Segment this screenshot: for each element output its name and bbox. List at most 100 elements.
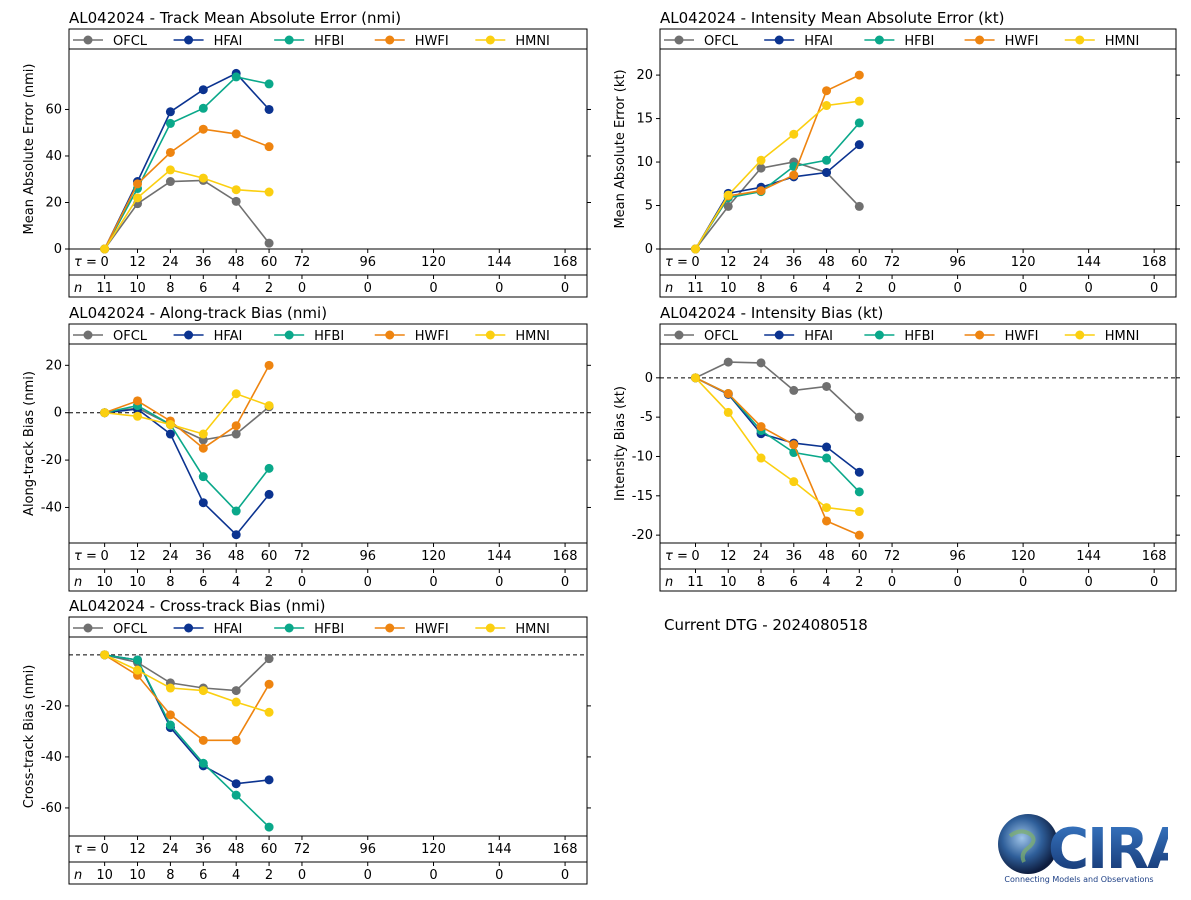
series-line-hwfi (103, 128, 270, 250)
data-point-hfai (165, 429, 175, 439)
legend-swatch-marker (674, 330, 684, 340)
legend-swatch-marker (975, 330, 985, 340)
y-axis-label: Intensity Bias (kt) (613, 386, 628, 501)
sample-count-label: 0 (298, 281, 306, 296)
legend-swatch-marker (385, 35, 395, 45)
legend-label-hwfi: HWFI (415, 622, 449, 637)
sample-count-label: 8 (166, 868, 174, 883)
legend-swatch-marker (184, 623, 194, 633)
x-tick-label: 144 (1076, 549, 1101, 564)
legend-swatch-marker (774, 330, 784, 340)
tau-row-label: τ = (74, 549, 97, 564)
data-point-hmni (198, 429, 208, 439)
series-line-ofcl (695, 361, 860, 418)
sample-count-label: 10 (96, 575, 113, 590)
logo-tagline: Connecting Models and Observations (1004, 875, 1153, 884)
x-tick-label: 72 (294, 255, 311, 270)
data-point-hwfi (822, 516, 832, 526)
data-point-hmni (822, 101, 832, 111)
x-tick-label: 96 (359, 549, 376, 564)
data-point-hwfi (231, 735, 241, 745)
legend-label-hwfi: HWFI (1005, 34, 1039, 49)
chart-title: AL042024 - Cross-track Bias (nmi) (69, 597, 326, 615)
legend-swatch-marker (284, 623, 294, 633)
x-tick-label: 48 (818, 549, 835, 564)
data-point-hfbi (822, 453, 832, 463)
data-point-hmni (133, 193, 143, 203)
panel-frame (68, 28, 588, 298)
series-line-ofcl (104, 654, 270, 692)
sample-count-label: 2 (265, 575, 273, 590)
data-point-hfai (854, 467, 864, 477)
y-tick-label: -60 (41, 801, 62, 816)
data-point-hwfi (198, 443, 208, 453)
legend-label-ofcl: OFCL (704, 329, 739, 344)
legend-swatch-marker (385, 623, 395, 633)
data-point-hfai (231, 530, 241, 540)
legend-swatch-marker (1075, 330, 1085, 340)
sample-count-label: 0 (298, 575, 306, 590)
data-point-hwfi (264, 360, 274, 370)
data-point-hwfi (231, 129, 241, 139)
legend-swatch-marker (674, 35, 684, 45)
series-line-hwfi (104, 654, 270, 742)
legend-swatch-marker (1075, 35, 1085, 45)
sample-count-label: 11 (96, 281, 113, 296)
y-tick-label: -40 (41, 750, 62, 765)
legend-swatch-marker (284, 35, 294, 45)
sample-count-label: 0 (364, 868, 372, 883)
series-line-hfai (104, 654, 270, 785)
data-point-ofcl (789, 385, 799, 395)
y-tick-label: -20 (41, 453, 62, 468)
x-tick-label: 48 (228, 842, 245, 857)
x-tick-label: 36 (195, 255, 212, 270)
sample-count-label: 10 (129, 868, 146, 883)
sample-count-label: 0 (495, 281, 503, 296)
x-tick-label: 60 (261, 255, 278, 270)
legend-swatch-marker (485, 35, 495, 45)
series-line-hwfi (695, 377, 860, 536)
data-point-hfbi (133, 655, 143, 665)
sample-count-label: 0 (495, 868, 503, 883)
legend-label-hfai: HFAI (214, 34, 243, 49)
legend-swatch-marker (874, 330, 884, 340)
y-tick-label: 20 (45, 358, 62, 373)
data-point-hfbi (264, 822, 274, 832)
x-tick-label: 36 (786, 255, 803, 270)
data-point-hmni (264, 187, 274, 197)
sample-count-label: 8 (166, 281, 174, 296)
legend-label-hmni: HMNI (1105, 329, 1140, 344)
data-point-hwfi (133, 179, 143, 189)
data-point-ofcl (822, 381, 832, 391)
x-tick-label: 60 (261, 549, 278, 564)
data-point-hfai (198, 85, 208, 95)
x-tick-label: 96 (359, 842, 376, 857)
chart-panel-track-mae: AL042024 - Track Mean Absolute Error (nm… (22, 9, 591, 298)
data-point-hwfi (231, 421, 241, 431)
chart-title: AL042024 - Intensity Bias (kt) (660, 304, 883, 322)
x-tick-label: 24 (753, 549, 770, 564)
series-line-hfai (103, 72, 270, 250)
sample-count-label: 10 (96, 868, 113, 883)
legend-label-ofcl: OFCL (113, 622, 148, 637)
x-tick-label: 48 (228, 255, 245, 270)
sample-count-label: 0 (561, 575, 569, 590)
data-point-ofcl (854, 201, 864, 211)
chart-title: AL042024 - Along-track Bias (nmi) (69, 304, 327, 322)
data-point-hmni (854, 507, 864, 517)
n-row-label: n (74, 575, 82, 590)
sample-count-label: 0 (1084, 575, 1092, 590)
x-tick-label: 168 (553, 842, 578, 857)
data-point-hfai (264, 775, 274, 785)
data-point-hmni (264, 401, 274, 411)
data-point-hfbi (822, 155, 832, 165)
legend-label-hfai: HFAI (214, 329, 243, 344)
data-point-hwfi (756, 186, 766, 196)
y-tick-label: 0 (54, 406, 62, 421)
x-tick-label: 120 (1011, 255, 1036, 270)
y-axis-label: Along-track Bias (nmi) (22, 371, 37, 516)
sample-count-label: 0 (495, 575, 503, 590)
data-point-hmni (822, 503, 832, 513)
data-point-hwfi (165, 710, 175, 720)
